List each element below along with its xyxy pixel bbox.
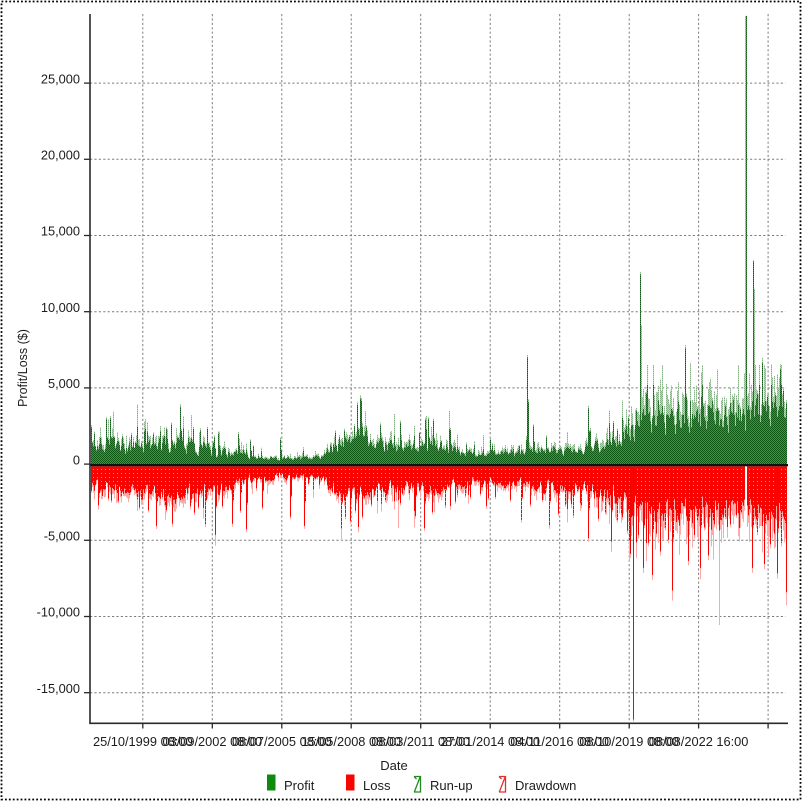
- svg-text:25/10/1999 08:00: 25/10/1999 08:00: [93, 734, 193, 749]
- svg-text:0: 0: [73, 452, 80, 467]
- svg-text:-10,000: -10,000: [37, 605, 80, 620]
- svg-text:Profit: Profit: [284, 778, 315, 793]
- svg-text:25,000: 25,000: [41, 71, 80, 86]
- svg-text:08/03/2011 08:00: 08/03/2011 08:00: [371, 734, 470, 749]
- svg-text:Loss: Loss: [363, 778, 391, 793]
- svg-text:04/11/2016 08:00: 04/11/2016 08:00: [510, 734, 609, 749]
- svg-text:08/10/2019 08:00: 08/10/2019 08:00: [579, 734, 679, 749]
- svg-text:Run-up: Run-up: [430, 778, 473, 793]
- svg-text:-15,000: -15,000: [37, 681, 80, 696]
- svg-text:20,000: 20,000: [41, 148, 80, 163]
- svg-text:27/01/2014 08:00: 27/01/2014 08:00: [440, 734, 540, 749]
- svg-text:-5,000: -5,000: [44, 529, 80, 544]
- svg-text:Drawdown: Drawdown: [515, 778, 576, 793]
- svg-text:15/05/2008 08:00: 15/05/2008 08:00: [301, 734, 401, 749]
- svg-text:Date: Date: [380, 758, 407, 773]
- svg-text:08/07/2005 08:00: 08/07/2005 08:00: [232, 734, 332, 749]
- svg-text:03/09/2002 08:00: 03/09/2002 08:00: [162, 734, 262, 749]
- svg-text:08/08/2022 16:00: 08/08/2022 16:00: [649, 734, 749, 749]
- svg-text:5,000: 5,000: [48, 376, 80, 391]
- svg-text:10,000: 10,000: [41, 300, 80, 315]
- svg-text:Profit/Loss ($): Profit/Loss ($): [16, 329, 30, 407]
- svg-text:15,000: 15,000: [41, 224, 80, 239]
